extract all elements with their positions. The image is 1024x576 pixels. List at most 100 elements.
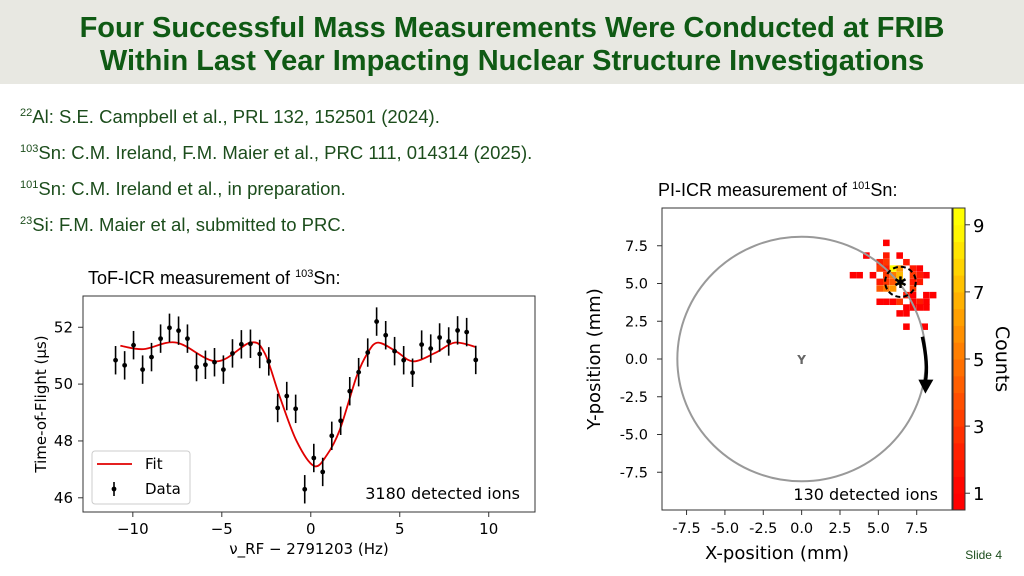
heatmap-cell xyxy=(903,304,910,311)
x-tick-label: 5 xyxy=(395,520,405,538)
colorbar-segment xyxy=(953,493,965,511)
data-point xyxy=(365,338,371,367)
tof-plot-frame xyxy=(82,295,536,513)
colorbar-segment xyxy=(953,325,965,343)
heatmap-cell xyxy=(923,291,930,299)
data-marker xyxy=(419,342,425,347)
data-point xyxy=(248,329,253,358)
data-point xyxy=(428,334,434,363)
heatmap-cell xyxy=(909,304,917,311)
x-tick-label: 2.5 xyxy=(828,521,851,537)
legend-data-label: Data xyxy=(145,480,181,498)
element: Sn: xyxy=(870,180,898,200)
data-point xyxy=(446,327,452,356)
data-point xyxy=(194,352,199,382)
data-point xyxy=(320,457,326,487)
data-marker xyxy=(158,336,163,342)
reference-text: Sn: C.M. Ireland, F.M. Maier et al., PRC… xyxy=(38,142,533,163)
data-marker xyxy=(266,358,272,364)
y-tick-label: 5.0 xyxy=(625,277,648,293)
colorbar-segment xyxy=(953,409,965,427)
spot-center-marker: ✱ xyxy=(894,273,907,292)
heatmap-cell xyxy=(909,265,917,272)
colorbar-segment xyxy=(953,392,965,410)
y-tick-label: 50 xyxy=(54,375,73,393)
slide-number: Slide 4 xyxy=(965,548,1002,562)
data-marker xyxy=(338,418,344,424)
heatmap-cell xyxy=(909,285,917,292)
heatmap-cell xyxy=(903,323,910,330)
colorbar-segment xyxy=(953,241,965,259)
heatmap-cell xyxy=(916,265,924,272)
data-point xyxy=(257,339,263,369)
data-point xyxy=(437,323,443,352)
heatmap-cell xyxy=(896,252,903,259)
data-marker xyxy=(221,367,226,373)
heatmap-cell xyxy=(916,278,924,286)
y-axis-label: Time-of-Flight (μs) xyxy=(32,335,50,473)
data-marker xyxy=(311,455,317,461)
heatmap-cell xyxy=(869,271,877,279)
mass-number: 23 xyxy=(20,215,33,227)
mass-number: 103 xyxy=(20,143,39,155)
mass-number: 22 xyxy=(20,107,33,119)
x-tick-label: -7.5 xyxy=(672,521,700,537)
heatmap-cell xyxy=(896,298,903,306)
data-point xyxy=(238,330,244,359)
data-marker xyxy=(113,357,118,363)
data-point xyxy=(293,394,299,424)
data-marker xyxy=(455,327,460,333)
heatmap-cell xyxy=(883,258,890,266)
y-tick-label: -5.0 xyxy=(620,428,648,444)
colorbar-label: Counts xyxy=(991,326,1013,392)
data-point xyxy=(347,377,353,406)
x-tick-label: 7.5 xyxy=(905,521,928,537)
center-marker: Y xyxy=(796,353,806,367)
colorbar-tick-label: 7 xyxy=(973,283,984,304)
reference-text: Al: S.E. Campbell et al., PRL 132, 15250… xyxy=(32,106,440,127)
data-point xyxy=(113,346,118,375)
heatmap-cell xyxy=(889,265,897,272)
reference-text: Si: F.M. Maier et al, submitted to PRC. xyxy=(32,214,346,235)
mass-number: 103 xyxy=(295,268,314,280)
detected-ions-annotation: 3180 detected ions xyxy=(365,484,520,503)
heatmap-cell xyxy=(916,304,924,311)
x-axis-label: X-position (mm) xyxy=(705,543,849,564)
x-tick-label: −10 xyxy=(117,520,149,538)
x-tick-label: -5.0 xyxy=(711,521,739,537)
data-marker xyxy=(275,405,281,411)
heatmap-cell xyxy=(889,278,897,286)
colorbar-segment xyxy=(953,442,965,461)
colorbar-segment xyxy=(953,308,965,326)
data-marker xyxy=(374,319,380,324)
data-point xyxy=(383,321,389,350)
data-marker xyxy=(212,359,217,365)
data-point xyxy=(392,336,397,366)
caption-text: ToF-ICR measurement of xyxy=(88,268,296,288)
data-marker xyxy=(140,367,146,373)
data-point xyxy=(176,316,181,345)
data-point xyxy=(212,348,217,377)
heatmap-cell xyxy=(896,265,903,272)
data-marker xyxy=(437,335,443,340)
x-tick-label: -2.5 xyxy=(749,521,777,537)
data-marker xyxy=(131,342,136,348)
heatmap-cell xyxy=(909,278,917,286)
colorbar-segment xyxy=(953,476,965,494)
data-point xyxy=(302,475,308,504)
data-marker xyxy=(194,364,199,370)
legend-data-marker xyxy=(111,486,117,492)
data-point xyxy=(266,347,272,376)
heatmap-cell xyxy=(856,271,863,279)
heatmap-cell xyxy=(889,298,897,306)
detected-ions-annotation: 130 detected ions xyxy=(793,485,938,504)
data-marker xyxy=(284,393,290,399)
x-tick-label: 10 xyxy=(479,520,498,538)
title-line-2: Within Last Year Impacting Nuclear Struc… xyxy=(99,45,925,77)
x-axis-label: ν_RF − 2791203 (Hz) xyxy=(229,540,388,559)
data-point xyxy=(464,317,470,347)
heatmap-cell xyxy=(883,298,890,306)
rotation-arrow xyxy=(920,336,929,382)
data-marker xyxy=(238,341,244,347)
heatmap-cell xyxy=(923,298,930,306)
